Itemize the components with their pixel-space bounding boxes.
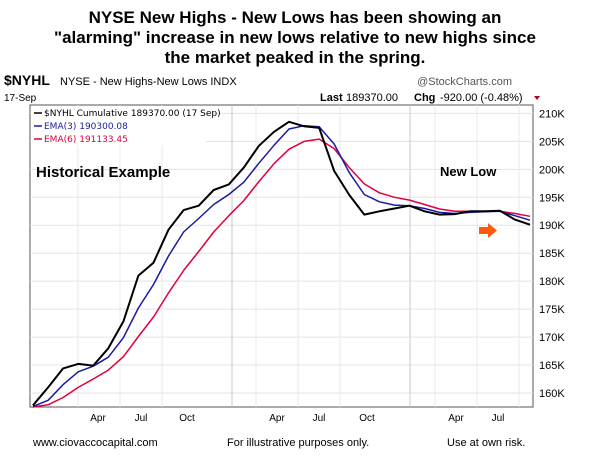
x-tick-label: Oct <box>359 413 375 424</box>
legend-background <box>31 107 206 145</box>
y-tick-label: 170K <box>539 332 565 344</box>
legend-entry-ema3: EMA(3) 190300.08 <box>44 122 128 132</box>
x-tick-label: Apr <box>269 413 285 424</box>
y-tick-label: 195K <box>539 192 565 204</box>
footer-disclaimer: For illustrative purposes only. <box>227 437 370 449</box>
legend-entry-price: $NYHL Cumulative 189370.00 (17 Sep) <box>44 109 221 119</box>
y-tick-label: 175K <box>539 304 565 316</box>
series-lines <box>32 120 531 408</box>
series-line-price <box>32 120 531 406</box>
y-tick-label: 210K <box>539 108 565 120</box>
y-tick-label: 185K <box>539 248 565 260</box>
annotation-new-low: New Low <box>440 164 497 179</box>
grid <box>30 105 533 407</box>
chg-value: -920.00 (-0.48%) <box>440 92 523 104</box>
down-arrow-icon <box>534 96 540 100</box>
footer-website: www.ciovaccocapital.com <box>33 437 158 449</box>
y-tick-label: 200K <box>539 164 565 176</box>
plot-area <box>29 104 534 408</box>
x-tick-label: Oct <box>179 413 195 424</box>
annotation-historical-example: Historical Example <box>36 164 170 181</box>
brand-logo: @StockCharts.com <box>417 76 512 88</box>
y-tick-label: 180K <box>539 276 565 288</box>
series-line-ema3 <box>32 124 531 408</box>
y-tick-label: 165K <box>539 360 565 372</box>
y-axis: 160K 165K 170K 175K 180K 185K 190K 195K 200K 205K… <box>539 108 565 400</box>
y-tick-label: 205K <box>539 136 565 148</box>
x-axis: Apr Jul Oct Apr Jul Oct Apr Jul <box>90 413 504 424</box>
last-label: Last <box>320 92 343 104</box>
chart-date: 17-Sep <box>4 93 37 104</box>
x-tick-label: Jul <box>135 413 148 424</box>
legend-entry-ema6: EMA(6) 191133.45 <box>44 135 128 145</box>
footer-risk: Use at own risk. <box>447 437 526 449</box>
x-tick-label: Jul <box>313 413 326 424</box>
chg-label: Chg <box>414 92 435 104</box>
y-tick-label: 190K <box>539 220 565 232</box>
last-value: 189370.00 <box>346 92 398 104</box>
legend: $NYHL Cumulative 189370.00 (17 Sep) EMA(… <box>31 107 221 145</box>
chart-name: NYSE - New Highs-New Lows INDX <box>60 76 237 88</box>
y-tick-label: 160K <box>539 388 565 400</box>
headline-line-1: NYSE New Highs - New Lows has been showi… <box>88 8 502 27</box>
x-tick-label: Apr <box>90 413 106 424</box>
headline-line-2: "alarming" increase in new lows relative… <box>54 28 536 47</box>
headline: NYSE New Highs - New Lows has been showi… <box>0 8 590 68</box>
x-tick-label: Apr <box>448 413 464 424</box>
series-line-ema6 <box>32 138 531 408</box>
chart-symbol: $NYHL <box>4 72 50 88</box>
headline-line-3: the market peaked in the spring. <box>164 48 426 67</box>
new-low-arrow-icon <box>479 223 497 238</box>
x-tick-label: Jul <box>492 413 505 424</box>
